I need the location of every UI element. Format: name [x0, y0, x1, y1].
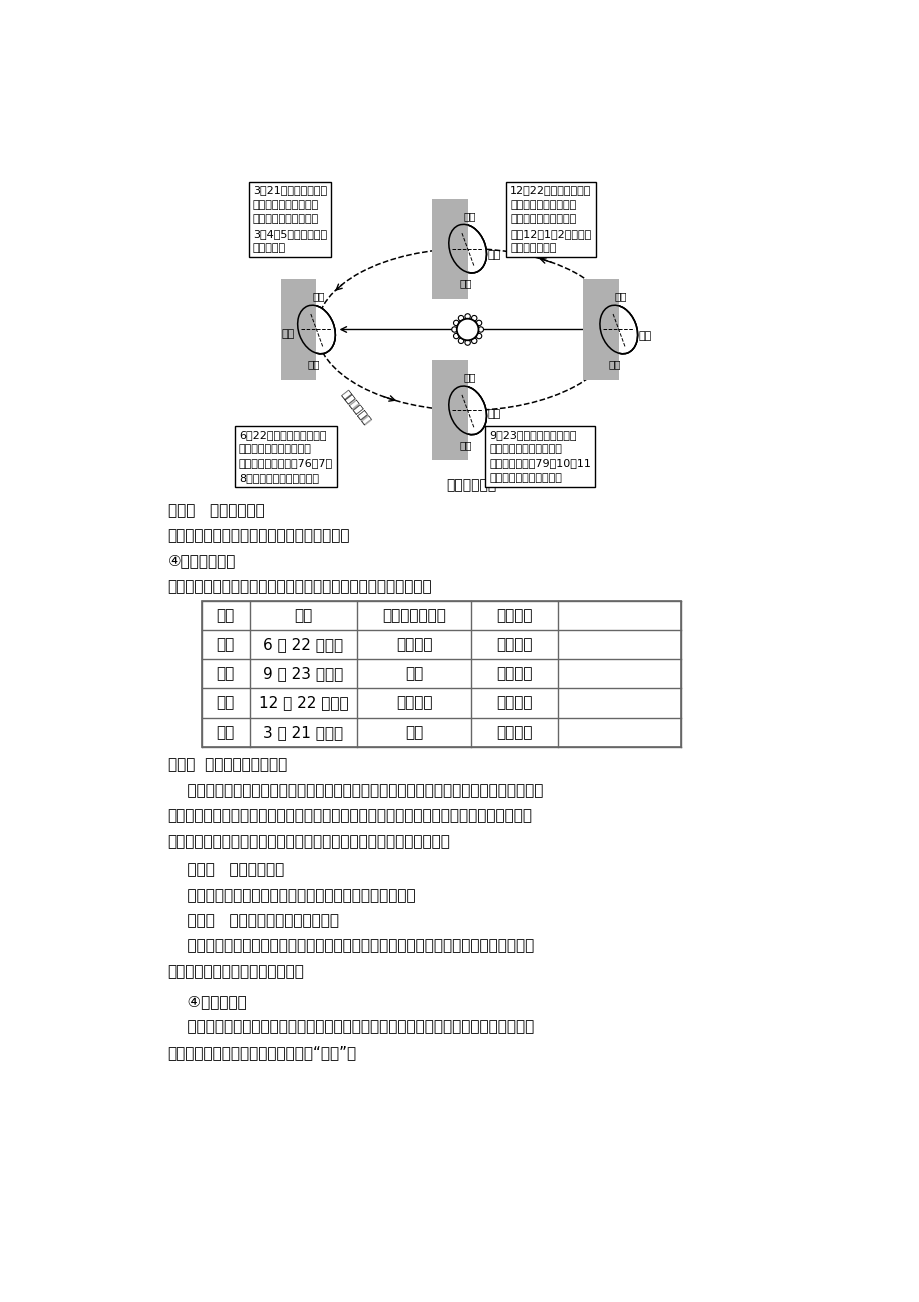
Bar	[201, 600, 680, 747]
Circle shape	[471, 315, 476, 320]
Text: 谈重点   地球公转轨道: 谈重点 地球公转轨道	[167, 503, 264, 518]
Text: 出现极昼时，北极圈内出现极夜。: 出现极昼时，北极圈内出现极夜。	[167, 963, 304, 979]
Ellipse shape	[448, 387, 486, 435]
Text: 冬至: 冬至	[217, 695, 234, 711]
Text: 夏至，太阳直射北回归线，北半球昼最长，夜最短，北极圈及其以北地区出现极昼现象，: 夏至，太阳直射北回归线，北半球昼最长，夜最短，北极圈及其以北地区出现极昼现象，	[167, 783, 542, 798]
Circle shape	[453, 320, 459, 326]
Text: ④昼夜长短变化: ④昼夜长短变化	[167, 553, 236, 569]
Ellipse shape	[298, 305, 335, 354]
Text: 北极: 北极	[614, 292, 627, 301]
Text: 释疑点  昼夜长短变化的原因: 释疑点 昼夜长短变化的原因	[167, 758, 287, 772]
Text: 昼短夜长: 昼短夜长	[496, 695, 533, 711]
Text: 昼夜等长: 昼夜等长	[496, 667, 533, 681]
Text: 12 月 22 日前后: 12 月 22 日前后	[258, 695, 347, 711]
Text: 秋分: 秋分	[217, 667, 234, 681]
Text: 太阳直射点位置: 太阳直射点位置	[381, 608, 446, 622]
Text: 南极: 南极	[459, 440, 471, 450]
Text: 北回归线: 北回归线	[395, 637, 432, 652]
Circle shape	[464, 314, 470, 319]
Circle shape	[453, 333, 459, 339]
Text: 习惯上，人们根据各地获得太阳光热的多少，以及是否有太阳光线的垂直照射、是否有: 习惯上，人们根据各地获得太阳光热的多少，以及是否有太阳光线的垂直照射、是否有	[167, 1019, 533, 1034]
Ellipse shape	[448, 224, 486, 273]
Text: 南极: 南极	[459, 279, 471, 289]
Text: 时间: 时间	[294, 608, 312, 622]
Circle shape	[471, 339, 476, 344]
Text: 6 月 22 日前后: 6 月 22 日前后	[263, 637, 343, 652]
Text: 昼夜长短: 昼夜长短	[496, 608, 533, 622]
Text: 北极: 北极	[463, 211, 476, 221]
Text: ④五带的划分: ④五带的划分	[167, 993, 246, 1009]
Ellipse shape	[448, 387, 486, 435]
Text: 春分: 春分	[217, 725, 234, 740]
Text: 地球公转示意: 地球公转示意	[446, 478, 496, 492]
Text: 南极圈及其以南地区出现极夜现象。冬至，太阳直射南回归线，南半球昼最长，夜最短，南: 南极圈及其以南地区出现极夜现象。冬至，太阳直射南回归线，南半球昼最长，夜最短，南	[167, 809, 532, 823]
Text: 夏至: 夏至	[217, 637, 234, 652]
Ellipse shape	[599, 305, 637, 354]
Text: 昼夜等长: 昼夜等长	[496, 725, 533, 740]
Text: 6月22日前后，太阳光直射
在北回归线上，这一天称
为夏至。夏至前后的76、7、
8三个月是北半球的夏季。: 6月22日前后，太阳光直射 在北回归线上，这一天称 为夏至。夏至前后的76、7、…	[239, 430, 333, 483]
Circle shape	[451, 327, 457, 332]
Text: 节气: 节气	[217, 608, 234, 622]
Circle shape	[458, 315, 463, 320]
Circle shape	[458, 339, 463, 344]
Text: 北半球二分二至，太阳直射点位置与昼夜长短情况，如下表所示：: 北半球二分二至，太阳直射点位置与昼夜长短情况，如下表所示：	[167, 579, 432, 594]
Text: 极圈及其以南地区出现极昼现象，北极圈及其以北地区出现极夜现象。: 极圈及其以南地区出现极昼现象，北极圈及其以北地区出现极夜现象。	[167, 833, 450, 849]
Text: 析规律   太阳直射界线: 析规律 太阳直射界线	[167, 862, 284, 878]
Circle shape	[476, 333, 482, 339]
Ellipse shape	[298, 305, 335, 354]
Bar	[432, 361, 467, 461]
Text: 赤道: 赤道	[404, 667, 423, 681]
Ellipse shape	[448, 224, 486, 273]
Text: 南、北半球的季节相反；昼夜长短相反；南、北极圈内极昼极夜现象相反，即南极圈内: 南、北半球的季节相反；昼夜长短相反；南、北极圈内极昼极夜现象相反，即南极圈内	[167, 939, 533, 953]
Text: 3 月 21 日前后: 3 月 21 日前后	[263, 725, 343, 740]
Text: 昼长夜短: 昼长夜短	[496, 637, 533, 652]
Text: 南极: 南极	[608, 359, 620, 370]
Text: 冬至: 冬至	[638, 331, 652, 341]
Circle shape	[478, 327, 483, 332]
Bar	[280, 280, 316, 380]
Text: 赤道: 赤道	[404, 725, 423, 740]
Text: 南回归线: 南回归线	[395, 695, 432, 711]
Text: 3月21日前后，太阳光
直射在赤道上，这一天
称为春分。春分前后的
3、4、5三个月是北半
球的春季。: 3月21日前后，太阳光 直射在赤道上，这一天 称为春分。春分前后的 3、4、5三…	[253, 185, 327, 253]
Circle shape	[456, 319, 478, 340]
Bar	[432, 199, 467, 298]
Ellipse shape	[599, 305, 637, 354]
Text: 南极: 南极	[308, 359, 320, 368]
Text: 夏至: 夏至	[281, 329, 294, 339]
Text: 北极: 北极	[312, 292, 324, 301]
Text: 12月22日前后，太阳光
直射在南回归线上，这
一天称为冬至。冬至前
后的12、1、2三个月是
北半球的冬季。: 12月22日前后，太阳光 直射在南回归线上，这 一天称为冬至。冬至前 后的12、…	[510, 185, 591, 253]
Text: 地球公转轨道是椭圆形，图示方向为逆时针。: 地球公转轨道是椭圆形，图示方向为逆时针。	[167, 529, 350, 543]
Text: 9月23日前后，太阳光直射
在赤道上，这一天称为秋
分。秋分前后的79、10、11
三个月是北半球的秋季。: 9月23日前后，太阳光直射 在赤道上，这一天称为秋 分。秋分前后的79、10、1…	[489, 430, 591, 483]
Text: 9 月 23 日前后: 9 月 23 日前后	[263, 667, 343, 681]
Text: 辨误区   南、北半球相反的地理现象: 辨误区 南、北半球相反的地理现象	[167, 913, 338, 928]
Bar	[583, 280, 618, 380]
Text: 地球公转轨道: 地球公转轨道	[339, 389, 371, 426]
Text: 极昼和极夜现象，将地球表面划分为“五带”。: 极昼和极夜现象，将地球表面划分为“五带”。	[167, 1044, 357, 1060]
Circle shape	[476, 320, 482, 326]
Text: 秋分: 秋分	[487, 409, 501, 419]
Text: 太阳直射的最北界线是北回归线，最南界线是南回归线。: 太阳直射的最北界线是北回归线，最南界线是南回归线。	[167, 888, 414, 902]
Text: 春分: 春分	[487, 250, 501, 260]
Circle shape	[464, 340, 470, 345]
Text: 北极: 北极	[463, 372, 476, 383]
